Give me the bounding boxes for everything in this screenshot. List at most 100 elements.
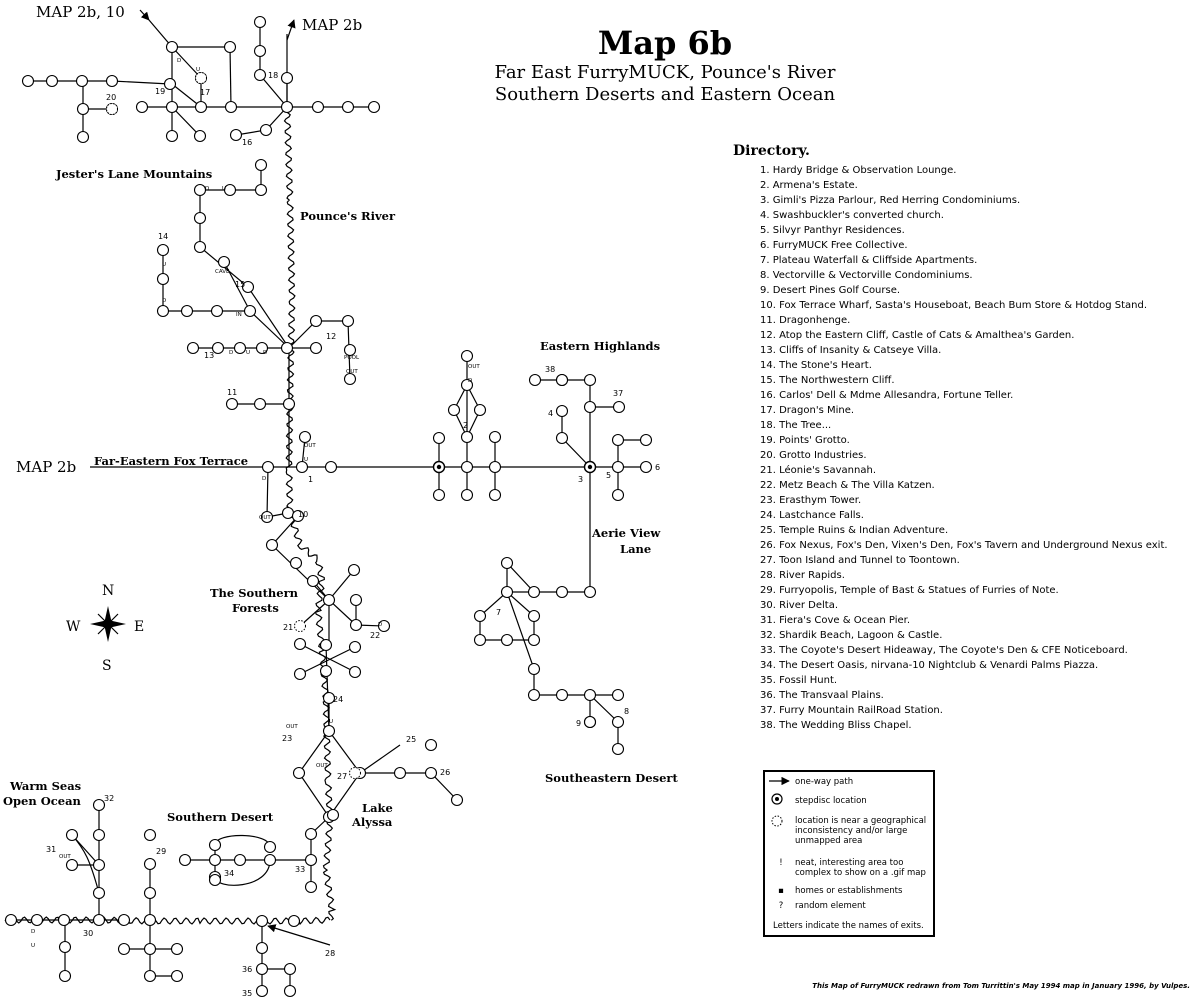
label-southern-forests-1: The Southern — [210, 586, 299, 600]
room-node — [309, 314, 323, 328]
label-layer: MAP 2b, 10 MAP 2b MAP 2b Jester's Lane M… — [3, 3, 678, 998]
room-node — [393, 766, 407, 780]
directory-item: 31. Fiera's Cove & Ocean Pier. — [760, 615, 911, 626]
room-node — [639, 433, 653, 447]
num-3: 3 — [578, 475, 583, 484]
room-node — [65, 828, 79, 842]
room-node — [253, 15, 267, 29]
label-map2b-left[interactable]: MAP 2b — [16, 458, 76, 476]
directory-item: 26. Fox Nexus, Fox's Den, Vixen's Den, F… — [760, 540, 1168, 551]
directory-item: 15. The Northwestern Cliff. — [760, 375, 895, 386]
room-node — [255, 962, 269, 976]
label-map2b-top[interactable]: MAP 2b — [302, 16, 362, 34]
num-1: 1 — [308, 475, 313, 484]
room-node — [92, 858, 106, 872]
room-node — [500, 556, 514, 570]
num-9: 9 — [576, 719, 581, 728]
room-node — [295, 460, 309, 474]
directory-item: 25. Temple Ruins & Indian Adventure. — [760, 525, 949, 536]
room-node — [233, 853, 247, 867]
directory-item: 30. River Delta. — [760, 600, 839, 611]
compass-rose-icon — [97, 613, 119, 635]
path-edge — [148, 19, 230, 48]
label-warm-seas-1: Warm Seas — [9, 779, 81, 793]
room-node — [527, 609, 541, 623]
room-node — [233, 341, 247, 355]
num-19: 19 — [155, 87, 165, 96]
legend-one-way: one-way path — [795, 777, 854, 787]
room-node — [92, 886, 106, 900]
legend-symbols — [769, 776, 790, 827]
room-node — [58, 940, 72, 954]
legend-box: one-way path stepdisc location location … — [763, 770, 935, 937]
room-node — [527, 662, 541, 676]
num-20: 20 — [106, 93, 116, 102]
num-6: 6 — [655, 463, 660, 472]
exit-out: OUT — [259, 515, 271, 521]
room-node — [555, 688, 569, 702]
room-node — [143, 913, 157, 927]
directory-item: 29. Furryopolis, Temple of Bast & Statue… — [760, 585, 1059, 596]
room-node — [432, 431, 446, 445]
path-edge — [299, 643, 356, 673]
room-node — [555, 431, 569, 445]
room-node — [583, 400, 597, 414]
directory-list: 1. Hardy Bridge & Observation Lounge. 2.… — [733, 163, 1183, 733]
room-node — [165, 100, 179, 114]
num-8: 8 — [624, 707, 629, 716]
room-node — [253, 397, 267, 411]
label-warm-seas-2: Open Ocean — [3, 794, 82, 808]
room-node — [347, 563, 361, 577]
num-15: 15 — [235, 280, 245, 289]
room-node — [377, 619, 391, 633]
room-node — [217, 255, 231, 269]
label-lake-alyssa-1: Lake — [362, 801, 393, 815]
directory-item: 38. The Wedding Bliss Chapel. — [760, 720, 912, 731]
one-way-arrow-icon — [286, 19, 296, 41]
path-edge — [271, 515, 355, 601]
exit-in: IN — [236, 312, 242, 318]
room-node — [21, 74, 35, 88]
label-lake-alyssa-2: Alyssa — [351, 815, 393, 829]
room-node — [163, 77, 177, 91]
directory-item: 14. The Stone's Heart. — [760, 360, 872, 371]
label-southern-forests-2: Forests — [232, 601, 279, 615]
room-node — [263, 853, 277, 867]
room-node — [460, 349, 474, 363]
legend-bang-symbol: ! — [779, 858, 783, 868]
directory-item: 5. Silvyr Panthyr Residences. — [760, 225, 905, 236]
legend-stepdisc: stepdisc location — [795, 796, 867, 806]
room-node — [304, 827, 318, 841]
room-node — [583, 715, 597, 729]
room-node — [611, 688, 625, 702]
room-node — [254, 183, 268, 197]
num-36: 36 — [242, 965, 252, 974]
room-node — [229, 128, 243, 142]
path-edge — [359, 744, 401, 774]
num-7: 7 — [496, 608, 501, 617]
room-node — [424, 766, 438, 780]
room-node — [304, 880, 318, 894]
room-node — [298, 430, 312, 444]
num-30: 30 — [83, 929, 93, 938]
directory-item: 23. Erasthym Tower. — [760, 495, 862, 506]
room-node — [527, 585, 541, 599]
room-node — [322, 593, 336, 607]
room-node — [210, 304, 224, 318]
num-22: 22 — [370, 631, 380, 640]
path-edge — [299, 646, 356, 675]
room-node — [639, 460, 653, 474]
room-node — [527, 688, 541, 702]
label-map2b-10[interactable]: MAP 2b, 10 — [36, 3, 125, 21]
room-node — [255, 984, 269, 998]
num-32: 32 — [104, 794, 114, 803]
room-node — [292, 766, 306, 780]
directory-item: 11. Dragonhenge. — [760, 315, 851, 326]
inconsistency-icon — [106, 103, 118, 115]
directory-item: 32. Shardik Beach, Lagoon & Castle. — [760, 630, 943, 641]
title-block: Map 6b Far East FurryMUCK, Pounce's Rive… — [480, 24, 850, 106]
directory-item: 24. Lastchance Falls. — [760, 510, 864, 521]
room-node — [500, 585, 514, 599]
legend-inconsistency-icon — [771, 815, 783, 827]
num-16: 16 — [242, 138, 252, 147]
